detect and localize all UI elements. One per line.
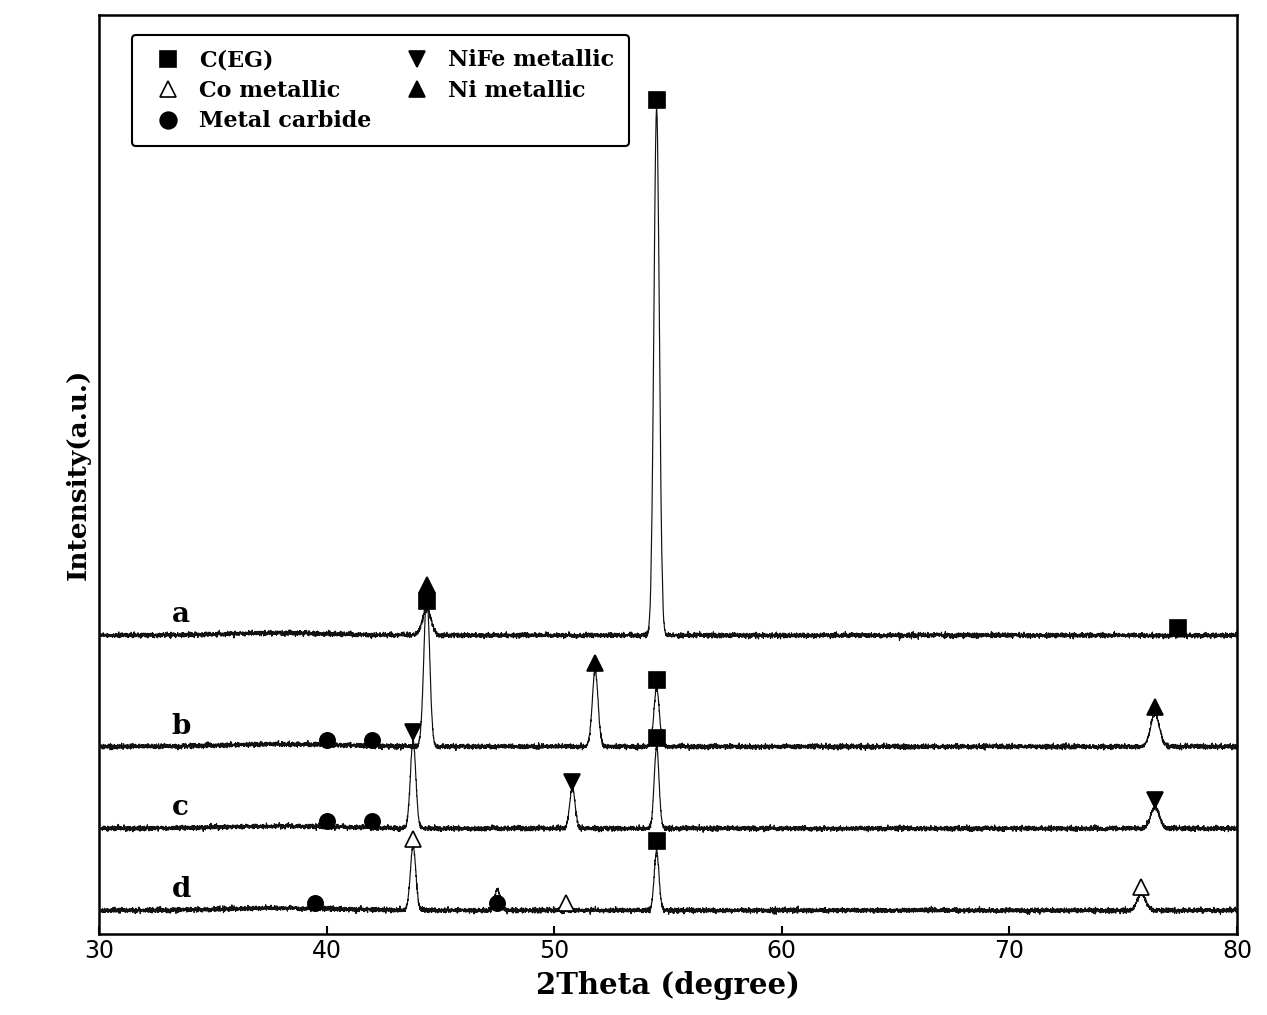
X-axis label: 2Theta (degree): 2Theta (degree) bbox=[536, 971, 799, 1000]
Legend: C(EG), Co metallic, Metal carbide, NiFe metallic, Ni metallic: C(EG), Co metallic, Metal carbide, NiFe … bbox=[132, 35, 628, 146]
Text: a: a bbox=[172, 601, 190, 628]
Text: b: b bbox=[172, 713, 191, 740]
Text: d: d bbox=[172, 876, 191, 903]
Text: c: c bbox=[172, 795, 189, 821]
Y-axis label: Intensity(a.u.): Intensity(a.u.) bbox=[66, 368, 91, 581]
